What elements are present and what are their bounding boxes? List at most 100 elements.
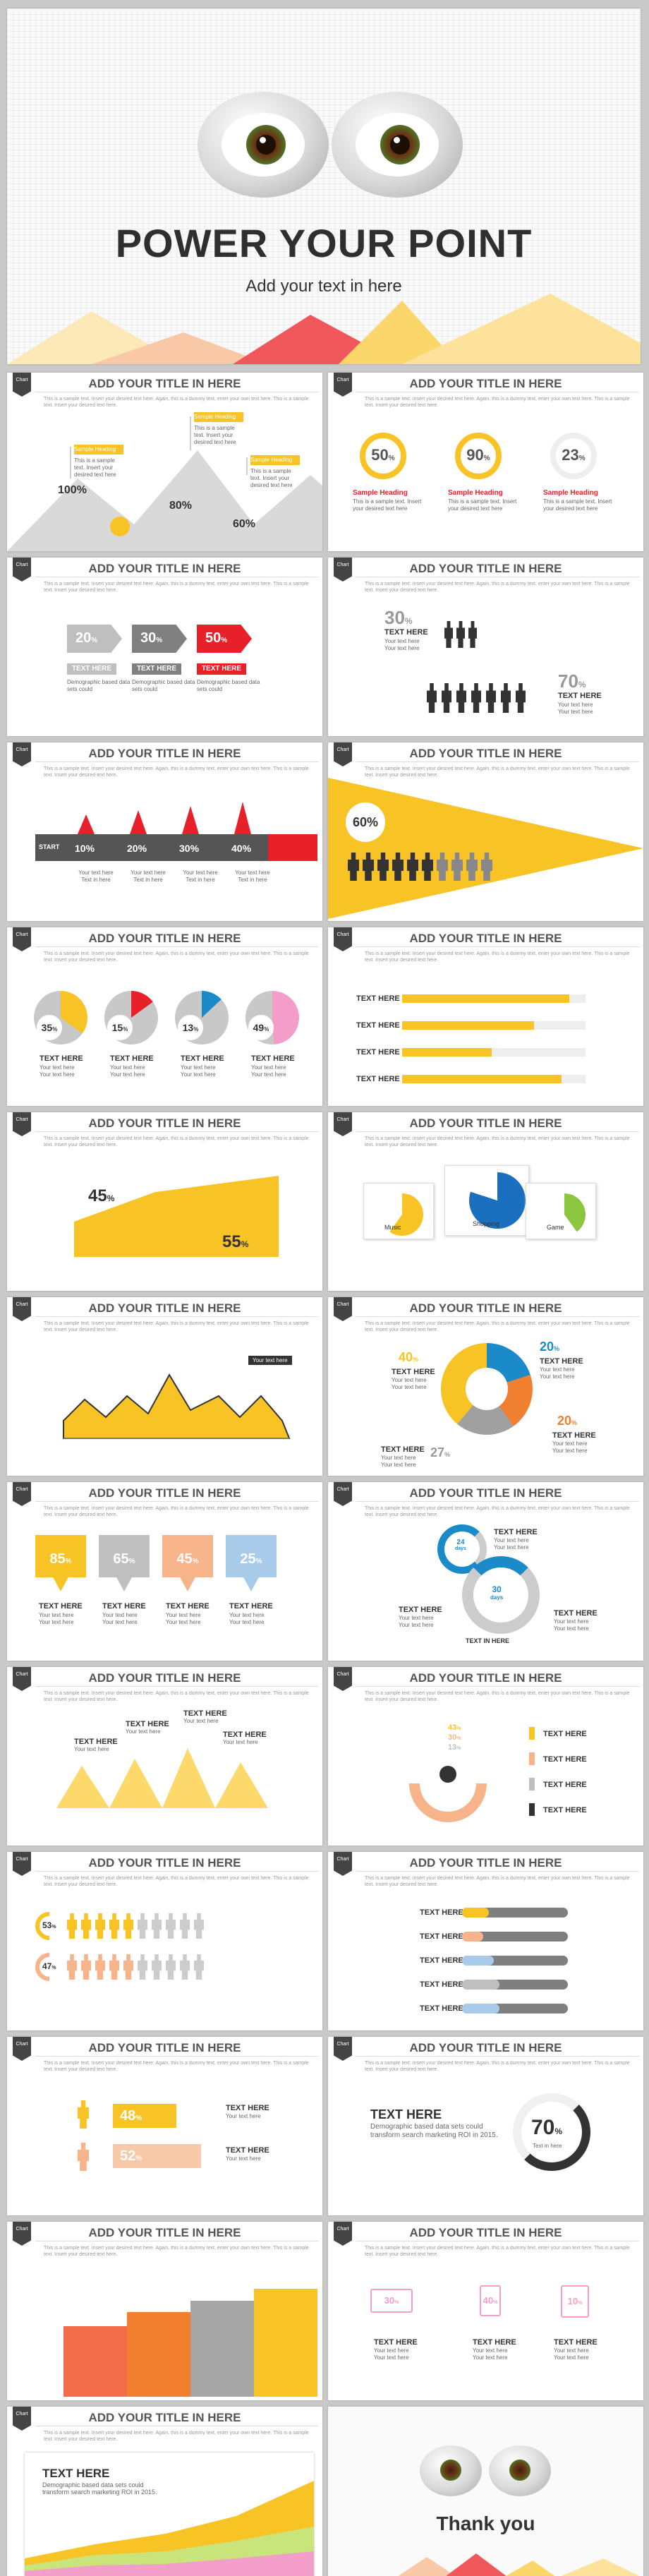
text-here-label: TEXT HERE bbox=[420, 2004, 463, 2013]
demographic-text: Demographic based data sets could transf… bbox=[370, 2123, 498, 2139]
slide-title: ADD YOUR TITLE IN HERE bbox=[409, 2226, 562, 2239]
pill-fill bbox=[462, 1932, 483, 1942]
slide-intro-text: This is a sample text. Insert your desir… bbox=[44, 397, 309, 408]
slide-timeline[interactable]: Chart ADD YOUR TITLE IN HERE This is a sam… bbox=[7, 742, 322, 921]
people-value: 47 bbox=[42, 1961, 52, 1971]
text-here-label: TEXT HERE bbox=[552, 1431, 596, 1440]
pie-label: Game bbox=[547, 1224, 564, 1231]
slide-header: Chart ADD YOUR TITLE IN HERE This is a sam… bbox=[7, 2407, 322, 2442]
slide-mountain-labels[interactable]: Chart ADD YOUR TITLE IN HERE This is a sam… bbox=[7, 373, 322, 551]
demographic-text: Demographic based data sets could bbox=[197, 679, 260, 692]
chart-callout: Your text here bbox=[248, 1356, 292, 1365]
text-here-label: TEXT HERE bbox=[543, 1755, 587, 1764]
big-text-here: TEXT HERE bbox=[370, 2107, 442, 2121]
timeline-value: 30% bbox=[179, 843, 200, 854]
your-text-label: Your text here bbox=[473, 2354, 508, 2361]
pill-fill bbox=[462, 1956, 494, 1966]
slide-intro-text: This is a sample text. Insert your desir… bbox=[365, 2246, 630, 2257]
slide-callouts[interactable]: Chart ADD YOUR TITLE IN HERE This is a sam… bbox=[7, 1482, 322, 1661]
sample-text: This is a sample text. Insert your desir… bbox=[448, 498, 517, 512]
your-text-label: Your text here bbox=[181, 1071, 216, 1078]
legend-swatch bbox=[529, 1778, 535, 1790]
kpi-caption: Text in here bbox=[533, 2143, 562, 2149]
slide-arrows[interactable]: Chart ADD YOUR TITLE IN HERE This is a sam… bbox=[7, 558, 322, 736]
pill-fill bbox=[462, 2004, 499, 2014]
text-here-label: TEXT HERE bbox=[558, 692, 602, 700]
your-text-label: Your text here bbox=[166, 1619, 201, 1625]
ring-unit: days bbox=[455, 1546, 466, 1551]
slide-pill-bars[interactable]: Chart ADD YOUR TITLE IN HERE This is a sam… bbox=[328, 1852, 643, 2030]
slide-step-bars[interactable]: Chart ADD YOUR TITLE IN HERE This is a sam… bbox=[7, 2222, 322, 2400]
slide-people-stats[interactable]: Chart ADD YOUR TITLE IN HERE This is a sam… bbox=[328, 558, 643, 736]
person-icon bbox=[516, 683, 526, 713]
your-text-label: Your text here bbox=[381, 1462, 416, 1468]
in-here-label: Text in here bbox=[133, 877, 163, 883]
peak-marker bbox=[78, 814, 95, 834]
slide-header: Chart ADD YOUR TITLE IN HERE This is a sam… bbox=[328, 1667, 643, 1702]
device-value: 30 bbox=[384, 2295, 395, 2306]
peak-marker bbox=[234, 802, 251, 834]
text-here-label: TEXT HERE bbox=[420, 1908, 463, 1917]
text-here-label: TEXT HERE bbox=[399, 1606, 442, 1614]
text-here-label: TEXT HERE bbox=[420, 1980, 463, 1989]
slide-gender-bars[interactable]: Chart ADD YOUR TITLE IN HERE This is a sam… bbox=[7, 2037, 322, 2215]
slide-peaks[interactable]: Chart ADD YOUR TITLE IN HERE This is a sam… bbox=[7, 1667, 322, 1846]
slide-area-line[interactable]: Chart ADD YOUR TITLE IN HERE This is a sam… bbox=[7, 1297, 322, 1476]
slide-thank-you[interactable]: Thank you bbox=[328, 2407, 643, 2576]
mountain-chart bbox=[7, 416, 322, 551]
in-here-label: Text in here bbox=[186, 877, 215, 883]
people-value: 53 bbox=[42, 1920, 52, 1930]
your-text-label: Your text here bbox=[102, 1612, 138, 1618]
your-text-label: Your text here bbox=[39, 1619, 74, 1625]
people-unit: % bbox=[51, 1966, 56, 1970]
text-here-label: TEXT HERE bbox=[381, 1445, 425, 1454]
chart-tag: Chart bbox=[13, 1667, 31, 1691]
slide-title: ADD YOUR TITLE IN HERE bbox=[88, 2411, 241, 2424]
slide-devices[interactable]: Chart ADD YOUR TITLE IN HERE This is a sam… bbox=[328, 2222, 643, 2400]
slide-gauge[interactable]: Chart ADD YOUR TITLE IN HERE This is a sam… bbox=[328, 1667, 643, 1846]
slide-people-ratio[interactable]: Chart ADD YOUR TITLE IN HERE This is a sam… bbox=[7, 1852, 322, 2030]
pie-value: 49 bbox=[253, 1022, 265, 1033]
pill-fill bbox=[462, 1980, 499, 1990]
slide-area-compare[interactable]: Chart ADD YOUR TITLE IN HERE This is a sam… bbox=[7, 1112, 322, 1291]
your-text-label: Your text here bbox=[384, 645, 420, 651]
gauge-unit: % bbox=[456, 1726, 461, 1731]
in-here-label: Text in here bbox=[81, 877, 111, 883]
text-here-label: TEXT HERE bbox=[102, 1602, 146, 1611]
slide-kpi[interactable]: Chart ADD YOUR TITLE IN HERE This is a sam… bbox=[328, 2037, 643, 2215]
slide-title: ADD YOUR TITLE IN HERE bbox=[88, 2226, 241, 2239]
slide-spotlight[interactable]: Chart ADD YOUR TITLE IN HERE This is a sam… bbox=[328, 742, 643, 921]
slide-pie-row[interactable]: Chart ADD YOUR TITLE IN HERE This is a sam… bbox=[7, 927, 322, 1106]
person-icon bbox=[123, 1954, 133, 1980]
percent-unit: % bbox=[388, 455, 395, 462]
arrow-shape bbox=[197, 625, 252, 653]
timeline-track bbox=[35, 834, 268, 861]
slide-donut[interactable]: Chart ADD YOUR TITLE IN HERE This is a sam… bbox=[328, 1297, 643, 1476]
your-text-label: Your text here bbox=[554, 2347, 589, 2354]
text-here-label: TEXT HERE bbox=[356, 1021, 400, 1030]
person-icon bbox=[194, 1954, 204, 1980]
your-text-label: Your text here bbox=[226, 2113, 261, 2119]
text-here-label: TEXT HERE bbox=[226, 2146, 269, 2155]
text-here-label: TEXT HERE bbox=[226, 2104, 269, 2112]
chart-tag: Chart bbox=[334, 742, 352, 766]
your-text-label: Your text here bbox=[183, 1718, 219, 1724]
slide-layered-area[interactable]: Chart ADD YOUR TITLE IN HERE This is a sam… bbox=[7, 2407, 322, 2576]
text-in-here: TEXT IN HERE bbox=[466, 1637, 510, 1644]
slide-pie-cards[interactable]: Chart ADD YOUR TITLE IN HERE This is a sam… bbox=[328, 1112, 643, 1291]
ring-small bbox=[437, 1524, 487, 1574]
slide-rings[interactable]: Chart ADD YOUR TITLE IN HERE This is a sam… bbox=[328, 1482, 643, 1661]
title-slide[interactable]: POWER YOUR POINT Add your text in here bbox=[7, 8, 641, 364]
pie-unit: % bbox=[52, 1026, 58, 1033]
male-icon bbox=[78, 2100, 89, 2129]
slide-title: ADD YOUR TITLE IN HERE bbox=[409, 1671, 562, 1685]
step-bar bbox=[254, 2289, 317, 2397]
slide-percent-rings[interactable]: Chart ADD YOUR TITLE IN HERE This is a sam… bbox=[328, 373, 643, 551]
text-here-label: TEXT HERE bbox=[181, 1054, 224, 1063]
slide-intro-text: This is a sample text. Insert your desir… bbox=[44, 766, 309, 778]
slide-progress-bars[interactable]: Chart ADD YOUR TITLE IN HERE This is a sam… bbox=[328, 927, 643, 1106]
your-text-label: Your text here bbox=[540, 1373, 575, 1380]
donut-unit: % bbox=[554, 1345, 560, 1352]
sample-heading: Sample Heading bbox=[543, 489, 598, 497]
your-text-label: Your text here bbox=[494, 1537, 529, 1543]
